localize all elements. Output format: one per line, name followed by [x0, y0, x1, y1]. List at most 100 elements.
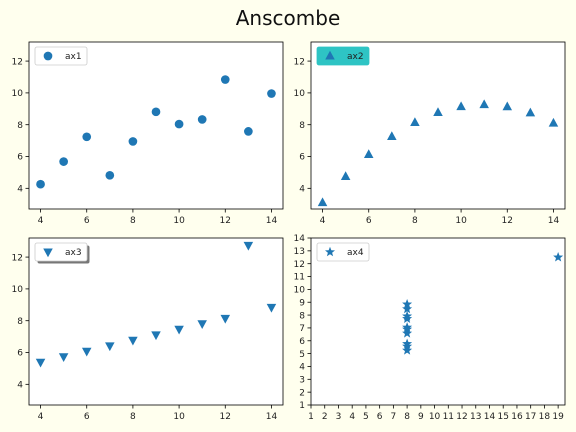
x-tick-label: 6	[84, 412, 90, 422]
x-tick-label: 10	[173, 412, 185, 422]
data-point	[267, 89, 276, 98]
x-tick-label: 4	[349, 412, 355, 422]
legend-marker	[325, 50, 335, 60]
x-tick-label: 12	[220, 412, 231, 422]
x-tick-label: 4	[38, 412, 44, 422]
data-point	[525, 107, 536, 117]
axes-frame	[310, 237, 566, 406]
data-point	[243, 241, 254, 251]
y-tick-label: 12	[12, 253, 23, 263]
y-tick-label: 10	[294, 89, 306, 99]
subplot-ax2: 4 6 8 10 12 14 4 6 8 10 12 ax2	[294, 41, 566, 226]
data-point	[36, 179, 45, 189]
x-tick-label: 2	[322, 412, 328, 422]
data-point	[317, 197, 328, 207]
x-tick-label: 8	[130, 216, 136, 226]
data-point	[220, 75, 230, 84]
data-point	[402, 328, 413, 338]
y-tick-label: 8	[17, 317, 23, 327]
data-point	[456, 101, 466, 111]
x-tick-label: 15	[497, 412, 508, 422]
y-tick-label: 6	[17, 153, 23, 163]
y-tick-label: 4	[17, 381, 23, 391]
legend: ax4	[316, 242, 370, 262]
legend-label: ax4	[347, 248, 364, 258]
x-tick-label: 14	[266, 216, 278, 226]
x-tick-label: 14	[484, 412, 496, 422]
x-tick-label: 4	[38, 216, 44, 226]
x-tick-label: 13	[470, 412, 481, 422]
x-tick-label: 14	[548, 216, 560, 226]
legend: ax2	[316, 46, 370, 66]
x-tick-label: 7	[391, 412, 397, 422]
y-tick-label: 12	[294, 57, 305, 67]
y-tick-label: 8	[299, 311, 305, 321]
data-point	[548, 117, 559, 127]
x-tick-label: 5	[363, 412, 369, 422]
data-point	[151, 107, 161, 117]
y-tick-label: 4	[17, 185, 23, 195]
x-tick-label: 19	[552, 412, 564, 422]
y-tick-label: 10	[12, 89, 24, 99]
x-tick-label: 9	[418, 412, 424, 422]
data-point	[340, 171, 351, 181]
figure-title: Anscombe	[236, 6, 341, 30]
data-point	[402, 303, 413, 314]
y-tick-label: 5	[299, 350, 305, 360]
data-point	[128, 336, 138, 346]
y-tick-label: 8	[299, 121, 305, 131]
y-tick-label: 9	[299, 298, 305, 308]
y-tick-label: 8	[17, 121, 23, 131]
data-point	[105, 342, 115, 352]
y-tick-label: 6	[299, 337, 305, 347]
data-point	[502, 101, 513, 111]
data-point	[81, 347, 92, 357]
y-tick-label: 13	[294, 247, 305, 257]
x-tick-label: 14	[266, 412, 278, 422]
x-tick-label: 12	[220, 216, 231, 226]
y-tick-label: 14	[294, 234, 306, 244]
plot-area	[29, 238, 283, 405]
axes-frame	[310, 41, 566, 210]
data-point	[410, 117, 420, 126]
legend-label: ax2	[347, 52, 364, 62]
axes-frame	[28, 41, 284, 210]
data-point	[244, 127, 253, 136]
legend-marker	[43, 248, 53, 258]
data-point	[553, 252, 564, 262]
data-point	[174, 119, 184, 129]
data-point	[151, 331, 161, 341]
x-tick-label: 10	[173, 216, 185, 226]
x-tick-label: 17	[525, 412, 536, 422]
y-tick-label: 4	[299, 185, 305, 195]
legend-marker	[325, 246, 335, 257]
x-tick-label: 10	[455, 216, 467, 226]
data-point	[58, 353, 69, 363]
data-point	[174, 325, 184, 335]
plot-area	[29, 42, 283, 209]
y-tick-label: 4	[299, 363, 305, 373]
y-tick-label: 7	[299, 324, 305, 334]
data-point	[82, 132, 92, 142]
x-tick-label: 6	[377, 412, 383, 422]
y-tick-label: 10	[12, 285, 24, 295]
data-point	[402, 299, 413, 309]
y-tick-label: 11	[294, 273, 305, 283]
x-tick-label: 16	[511, 412, 523, 422]
data-point	[402, 310, 413, 321]
x-tick-label: 11	[443, 412, 454, 422]
y-tick-label: 3	[299, 376, 305, 386]
legend-marker	[43, 51, 53, 61]
data-point	[197, 320, 207, 329]
y-tick-label: 2	[299, 388, 305, 398]
x-tick-label: 8	[130, 412, 136, 422]
x-tick-label: 10	[429, 412, 441, 422]
data-point	[402, 341, 413, 351]
data-point	[402, 324, 413, 334]
x-tick-label: 12	[502, 216, 513, 226]
legend: ax3	[34, 242, 90, 264]
plot-area	[311, 238, 565, 405]
x-tick-label: 6	[84, 216, 90, 226]
x-tick-label: 1	[308, 412, 314, 422]
